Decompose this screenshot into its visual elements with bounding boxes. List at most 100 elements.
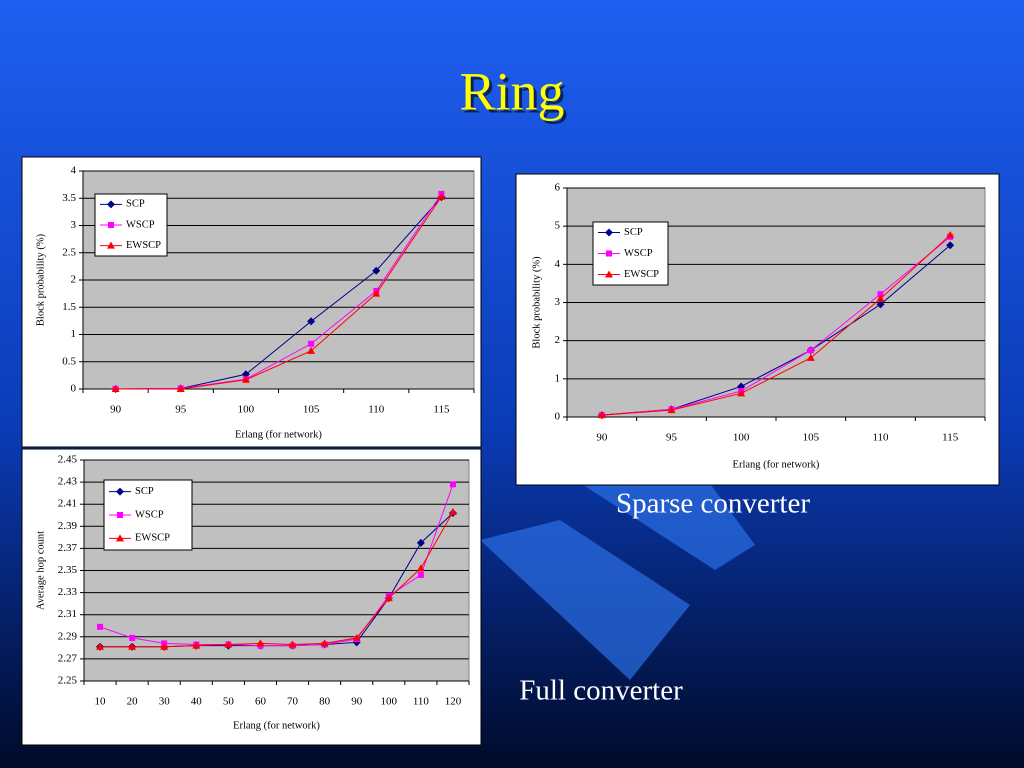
marker <box>416 564 425 572</box>
y-label-group: Block probability (%) <box>35 233 46 326</box>
marker <box>876 300 885 309</box>
x-tick-label: 110 <box>413 696 430 708</box>
marker <box>129 634 136 641</box>
marker <box>97 623 104 630</box>
marker <box>437 192 446 200</box>
y-tick-label: 2 <box>71 274 77 286</box>
x-tick-label: 110 <box>368 404 385 416</box>
marker <box>128 642 137 650</box>
marker <box>806 353 815 361</box>
legend-label: EWSCP <box>126 240 161 251</box>
y-tick-label: 2.31 <box>58 608 77 620</box>
y-tick-label: 2.25 <box>58 675 78 687</box>
y-axis-label: Block probability (%) <box>531 256 542 349</box>
y-label-group: Block probability (%) <box>531 256 542 349</box>
marker <box>307 346 316 354</box>
x-tick-label: 70 <box>287 696 299 708</box>
marker <box>176 385 185 392</box>
x-tick-label: 100 <box>733 432 750 444</box>
marker <box>417 571 424 578</box>
y-tick-label: 2.33 <box>58 586 78 598</box>
caption: Full converter <box>519 675 683 707</box>
legend-label: WSCP <box>126 219 155 230</box>
y-tick-label: 2 <box>555 334 561 346</box>
marker <box>449 481 456 488</box>
marker <box>96 642 105 650</box>
marker <box>308 340 315 347</box>
y-tick-label: 2.45 <box>58 454 78 466</box>
y-label-group: Average hop count <box>35 531 46 610</box>
marker <box>597 411 606 419</box>
marker <box>117 512 123 518</box>
y-tick-label: 1 <box>555 372 561 384</box>
marker <box>946 241 955 250</box>
y-axis-label: Block probability (%) <box>35 233 46 326</box>
y-tick-label: 0.5 <box>62 355 76 367</box>
y-tick-label: 0 <box>555 411 561 423</box>
marker <box>107 241 115 249</box>
marker <box>416 538 425 547</box>
x-tick-label: 110 <box>872 432 889 444</box>
marker <box>116 487 124 496</box>
title-shadow: Ring <box>462 64 567 124</box>
legend-label: SCP <box>624 227 643 238</box>
marker <box>605 228 613 237</box>
y-tick-label: 3.5 <box>62 192 76 204</box>
marker <box>372 266 381 275</box>
x-tick-label: 10 <box>95 696 107 708</box>
series-line <box>99 484 454 647</box>
decor <box>480 470 755 680</box>
marker <box>192 641 201 649</box>
marker <box>107 200 115 209</box>
y-tick-label: 2.29 <box>58 630 78 642</box>
marker <box>320 639 329 647</box>
marker <box>606 250 612 257</box>
y-tick-label: 6 <box>555 182 561 194</box>
marker <box>288 640 297 648</box>
y-tick-label: 1.5 <box>62 301 76 313</box>
y-tick-label: 2.41 <box>58 498 77 510</box>
y-tick-label: 0 <box>71 383 77 395</box>
slide-title: Ring <box>459 61 564 121</box>
marker <box>307 317 316 326</box>
marker <box>108 222 114 228</box>
y-tick-label: 5 <box>555 220 561 232</box>
x-tick-label: 105 <box>803 432 820 444</box>
y-tick-label: 2.37 <box>58 542 78 554</box>
marker <box>667 406 676 414</box>
x-axis-label: Erlang (for network) <box>235 429 322 440</box>
y-tick-label: 2.27 <box>58 652 78 664</box>
series-line <box>601 234 951 416</box>
y-tick-label: 3 <box>555 296 561 308</box>
y-tick-label: 4 <box>555 258 561 270</box>
series-line <box>115 196 442 390</box>
x-tick-label: 90 <box>596 432 608 444</box>
marker <box>737 389 746 397</box>
legend-label: SCP <box>135 486 154 497</box>
marker <box>372 289 381 297</box>
y-tick-label: 2.35 <box>58 564 78 576</box>
chart: 0 0.5 1 1.5 2 2.5 3 3.5 4 90 95 100 105 110 115 Erlang … <box>21 156 482 448</box>
y-tick-label: 4 <box>71 165 77 177</box>
legend-label: WSCP <box>135 509 164 520</box>
legend-label: SCP <box>126 199 145 210</box>
x-axis-label: Erlang (for network) <box>733 459 820 470</box>
x-tick-label: 50 <box>223 696 235 708</box>
marker <box>256 639 265 647</box>
caption: Sparse converter <box>616 488 810 520</box>
x-tick-label: 100 <box>238 404 255 416</box>
x-tick-label: 95 <box>175 404 187 416</box>
marker <box>605 270 613 278</box>
marker <box>111 385 120 392</box>
marker <box>160 642 169 650</box>
y-axis-label: Average hop count <box>35 531 46 610</box>
marker <box>946 230 955 238</box>
x-axis-label: Erlang (for network) <box>233 720 320 731</box>
marker <box>448 507 457 515</box>
legend-label: WSCP <box>624 248 653 259</box>
x-tick-label: 115 <box>433 404 450 416</box>
marker <box>384 594 393 602</box>
x-tick-label: 20 <box>127 696 139 708</box>
x-tick-label: 90 <box>110 404 122 416</box>
